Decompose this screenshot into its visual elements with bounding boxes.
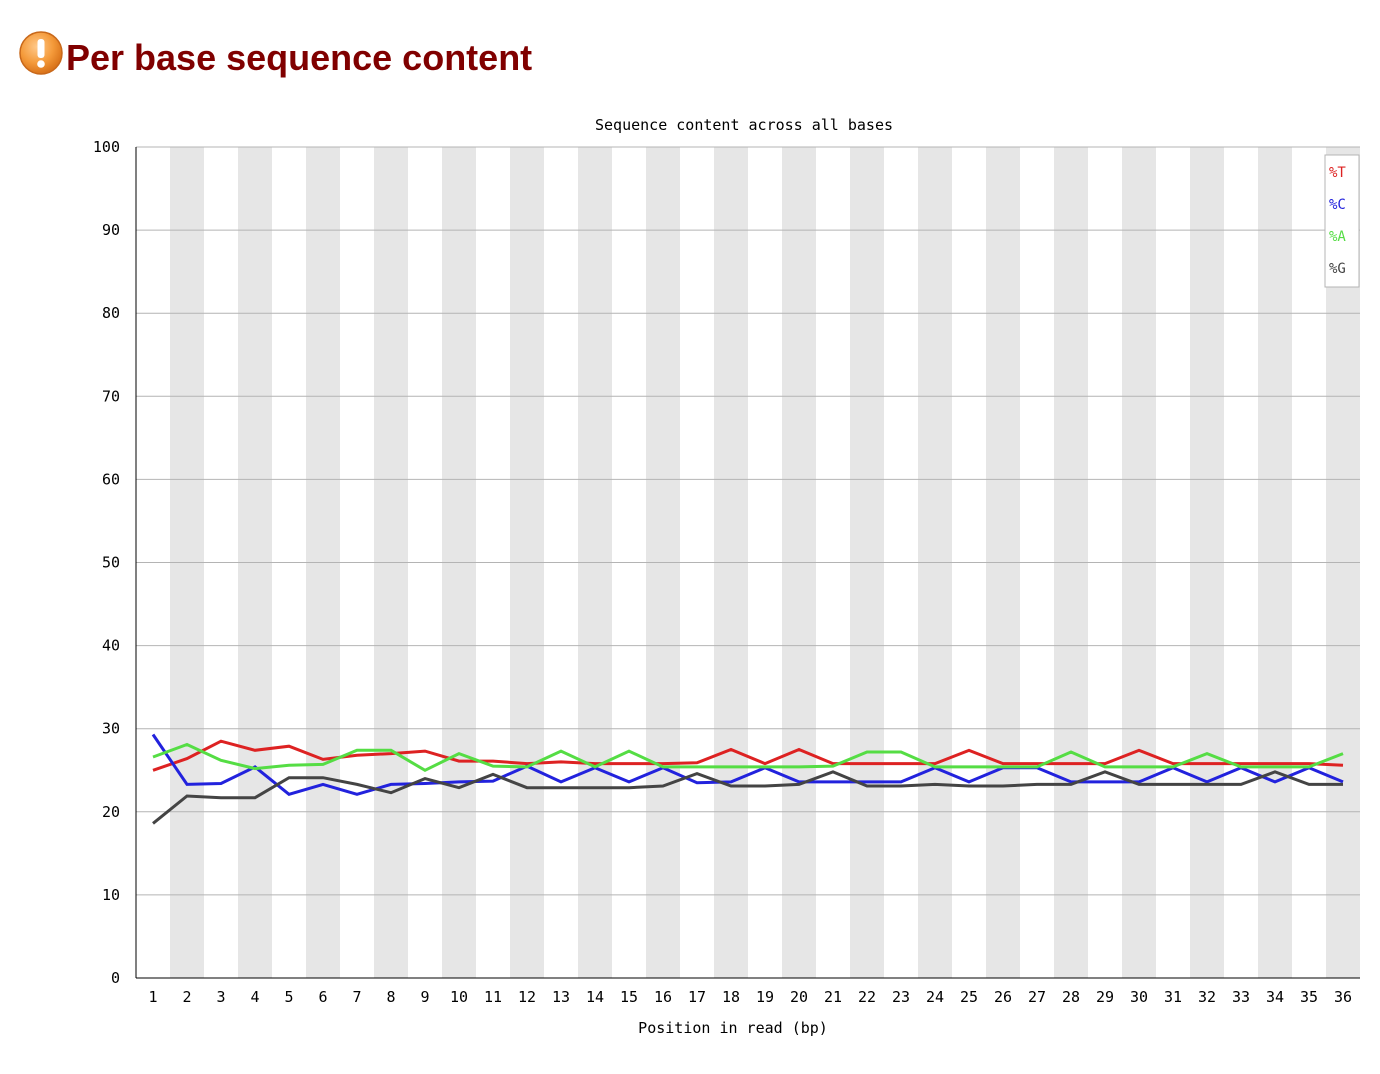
- x-tick-label: 31: [1164, 988, 1182, 1006]
- y-tick-label: 20: [102, 803, 120, 821]
- legend-entry: %G: [1329, 261, 1346, 277]
- y-tick-label: 40: [102, 637, 120, 655]
- x-tick-label: 27: [1028, 988, 1046, 1006]
- x-tick-label: 29: [1096, 988, 1114, 1006]
- x-tick-label: 32: [1198, 988, 1216, 1006]
- x-tick-label: 18: [722, 988, 740, 1006]
- x-tick-label: 20: [790, 988, 808, 1006]
- x-tick-label: 34: [1266, 988, 1284, 1006]
- chart-title: Sequence content across all bases: [595, 116, 893, 134]
- x-tick-label: 22: [858, 988, 876, 1006]
- x-tick-label: 21: [824, 988, 842, 1006]
- y-tick-label: 100: [93, 138, 120, 156]
- y-tick-label: 90: [102, 221, 120, 239]
- legend-entry: %C: [1329, 197, 1346, 213]
- x-tick-label: 30: [1130, 988, 1148, 1006]
- x-tick-label: 7: [352, 988, 361, 1006]
- x-tick-label: 33: [1232, 988, 1250, 1006]
- x-tick-label: 19: [756, 988, 774, 1006]
- legend-entry: %T: [1329, 165, 1346, 181]
- page-header: Per base sequence content: [18, 26, 533, 78]
- x-tick-label: 36: [1334, 988, 1352, 1006]
- series-line-pct-g: [152, 770, 1343, 825]
- x-tick-label: 10: [450, 988, 468, 1006]
- x-tick-label: 35: [1300, 988, 1318, 1006]
- x-tick-label: 3: [216, 988, 225, 1006]
- x-tick-label: 5: [284, 988, 293, 1006]
- x-tick-label: 12: [518, 988, 536, 1006]
- page-title: Per base sequence content: [66, 37, 533, 78]
- series-line-pct-c: [151, 733, 1344, 796]
- x-tick-label: 24: [926, 988, 944, 1006]
- x-tick-label: 28: [1062, 988, 1080, 1006]
- x-tick-label: 25: [960, 988, 978, 1006]
- x-tick-label: 14: [586, 988, 604, 1006]
- y-tick-label: 30: [102, 720, 120, 738]
- x-tick-label: 6: [318, 988, 327, 1006]
- series-line-pct-t: [152, 739, 1344, 772]
- x-tick-label: 16: [654, 988, 672, 1006]
- y-tick-label: 10: [102, 886, 120, 904]
- x-axis-label: Position in read (bp): [638, 1019, 828, 1037]
- x-tick-label: 8: [386, 988, 395, 1006]
- x-tick-label: 13: [552, 988, 570, 1006]
- x-tick-label: 26: [994, 988, 1012, 1006]
- x-tick-label: 23: [892, 988, 910, 1006]
- x-tick-label: 9: [420, 988, 429, 1006]
- x-tick-label: 11: [484, 988, 502, 1006]
- x-tick-label: 17: [688, 988, 706, 1006]
- y-tick-label: 0: [111, 969, 120, 987]
- legend-box: [1324, 154, 1360, 288]
- y-tick-label: 80: [102, 304, 120, 322]
- warning-icon: [19, 31, 63, 75]
- y-tick-label: 70: [102, 387, 120, 405]
- series-line-pct-a: [152, 742, 1344, 773]
- x-tick-label: 1: [148, 988, 157, 1006]
- y-tick-label: 50: [102, 554, 120, 572]
- x-tick-label: 4: [250, 988, 259, 1006]
- y-tick-label: 60: [102, 470, 120, 488]
- legend-entry: %A: [1329, 229, 1346, 245]
- x-tick-label: 2: [182, 988, 191, 1006]
- x-tick-label: 15: [620, 988, 638, 1006]
